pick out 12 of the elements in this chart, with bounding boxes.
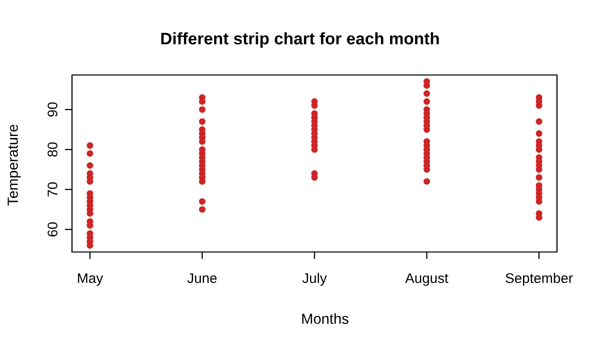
x-tick-label: June — [187, 273, 217, 284]
x-tick-label: September — [506, 272, 573, 286]
y-tick-label: 70 — [48, 182, 58, 196]
y-tick-label: 90 — [48, 102, 58, 117]
x-tick-label: July — [302, 272, 327, 286]
x-axis-title: Months — [302, 313, 348, 324]
x-tick-label: May — [78, 273, 104, 286]
chart-title: Different strip chart for each month — [161, 32, 439, 48]
y-tick-label: 80 — [48, 142, 58, 157]
x-tick-label: August — [405, 273, 448, 286]
y-axis-title: Temperature — [8, 124, 21, 206]
y-tick-label: 60 — [48, 222, 58, 236]
